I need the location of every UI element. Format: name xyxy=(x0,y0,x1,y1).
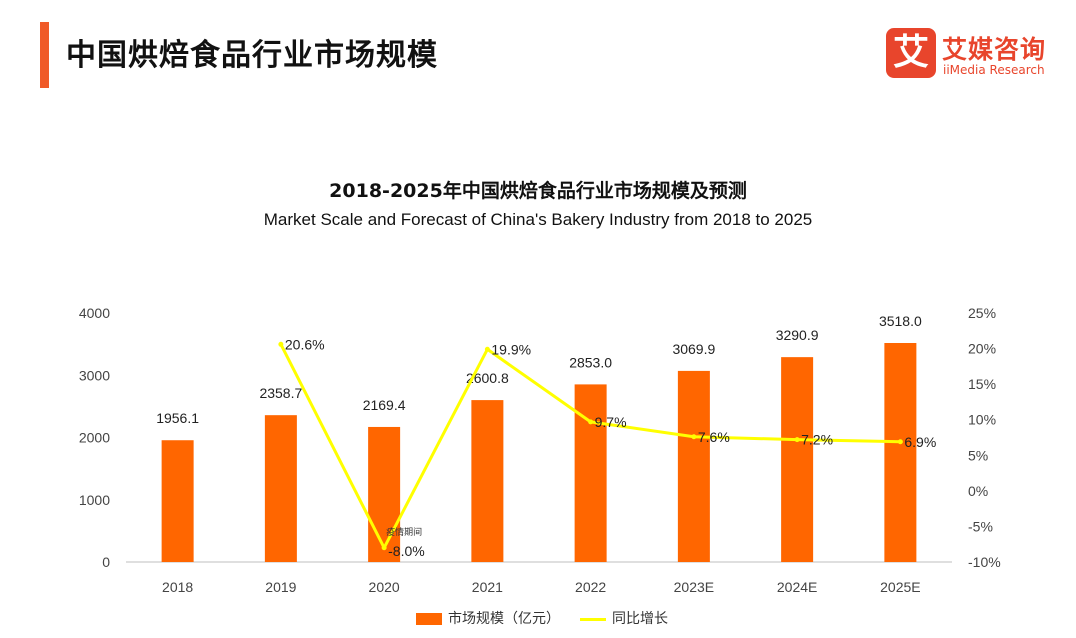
bar xyxy=(368,426,401,562)
growth-point xyxy=(588,419,594,425)
bar xyxy=(161,440,194,562)
growth-point xyxy=(484,346,490,352)
page-title: 中国烘焙食品行业市场规模 xyxy=(66,38,438,73)
growth-point xyxy=(794,437,800,443)
y-left-tick-label: 2000 xyxy=(79,430,110,446)
legend-item-line: 同比增长 xyxy=(580,608,668,628)
x-tick-label: 2022 xyxy=(575,579,606,595)
x-tick-label: 2024E xyxy=(777,579,817,595)
growth-point xyxy=(897,439,903,445)
y-right-tick-label: -10% xyxy=(968,554,1001,570)
growth-value-label: 6.9% xyxy=(904,434,936,450)
bar-value-label: 3518.0 xyxy=(879,313,922,329)
x-tick-label: 2019 xyxy=(265,579,296,595)
bar-value-label: 3069.9 xyxy=(672,341,715,357)
y-right-tick-label: 25% xyxy=(968,305,996,321)
growth-value-label: 19.9% xyxy=(491,341,531,357)
x-tick-label: 2018 xyxy=(162,579,193,595)
legend-bar-label: 市场规模（亿元） xyxy=(448,611,560,627)
annotation-label: 疫情期间 xyxy=(386,526,422,538)
y-right-tick-label: -5% xyxy=(968,518,993,534)
y-right-tick-label: 0% xyxy=(968,483,988,499)
bar-value-label: 3290.9 xyxy=(776,327,819,343)
bar xyxy=(471,400,504,562)
header-accent-bar xyxy=(40,22,49,88)
growth-value-label: 20.6% xyxy=(285,336,325,352)
growth-value-label: 7.6% xyxy=(698,429,730,445)
x-tick-label: 2025E xyxy=(880,579,920,595)
x-tick-label: 2020 xyxy=(369,579,400,595)
legend-line-label: 同比增长 xyxy=(612,611,668,627)
y-right-tick-label: 20% xyxy=(968,341,996,357)
chart-title: 2018-2025年中国烘焙食品行业市场规模及预测 xyxy=(329,180,747,202)
chart-subtitle: Market Scale and Forecast of China's Bak… xyxy=(263,210,813,229)
legend-bar-swatch xyxy=(416,613,442,625)
y-right-tick-label: 15% xyxy=(968,376,996,392)
bar-value-label: 2853.0 xyxy=(569,354,612,370)
y-left-tick-label: 3000 xyxy=(79,367,110,383)
x-tick-label: 2021 xyxy=(472,579,503,595)
growth-point xyxy=(278,341,284,347)
logo-name: 艾媒咨询 xyxy=(942,35,1047,64)
growth-point xyxy=(691,434,697,440)
legend-line-swatch xyxy=(580,617,606,621)
y-right-tick-label: 10% xyxy=(968,412,996,428)
bar-value-label: 2600.8 xyxy=(466,370,509,386)
bar-value-label: 2358.7 xyxy=(259,385,302,401)
chart-legend: 市场规模（亿元） 同比增长 xyxy=(0,608,1076,630)
legend-item-bar: 市场规模（亿元） xyxy=(416,608,560,628)
y-left-tick-label: 4000 xyxy=(79,305,110,321)
bar xyxy=(574,384,607,562)
bar xyxy=(264,415,297,562)
logo-subtitle: iiMedia Research xyxy=(943,63,1045,77)
y-right-tick-label: 5% xyxy=(968,447,988,463)
y-left-tick-label: 1000 xyxy=(79,492,110,508)
x-tick-label: 2023E xyxy=(674,579,714,595)
logo-mark-icon: 艾 xyxy=(886,28,936,78)
bar xyxy=(884,343,917,562)
growth-value-label: 7.2% xyxy=(801,432,833,448)
bar xyxy=(677,370,710,562)
brand-logo: 艾 艾媒咨询 iiMedia Research xyxy=(886,28,1066,84)
growth-point xyxy=(381,545,387,551)
growth-value-label: -8.0% xyxy=(388,543,425,559)
y-left-tick-label: 0 xyxy=(102,554,110,570)
bar xyxy=(781,357,814,562)
bar-value-label: 1956.1 xyxy=(156,410,199,426)
growth-value-label: 9.7% xyxy=(595,414,627,430)
bar-value-label: 2169.4 xyxy=(363,397,406,413)
